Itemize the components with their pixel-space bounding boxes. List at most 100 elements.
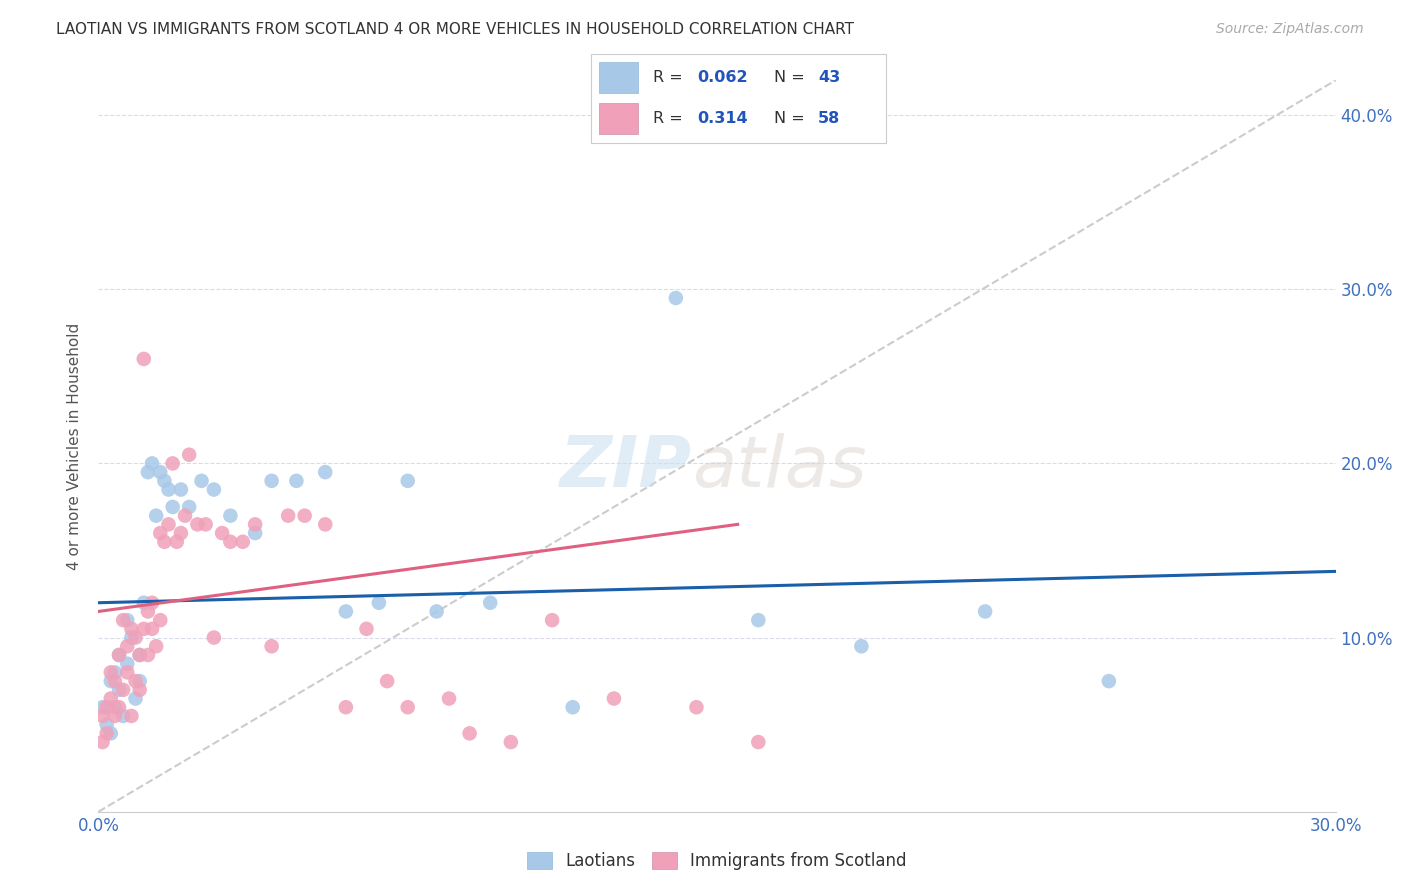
Point: [153, 534, 176, 549]
Point: [458, 726, 481, 740]
Point: [120, 709, 142, 723]
Point: [1098, 674, 1121, 689]
Point: [108, 648, 131, 662]
Point: [437, 691, 460, 706]
Point: [426, 604, 449, 618]
Point: [314, 465, 336, 479]
Point: [179, 500, 201, 514]
Point: [104, 674, 127, 689]
Point: [314, 517, 336, 532]
Point: [747, 735, 769, 749]
Point: [396, 700, 419, 714]
Point: [179, 448, 201, 462]
Text: 58: 58: [818, 112, 841, 126]
Point: [120, 622, 142, 636]
Point: [136, 648, 159, 662]
Legend: Laotians, Immigrants from Scotland: Laotians, Immigrants from Scotland: [520, 845, 914, 877]
Text: atlas: atlas: [692, 434, 868, 502]
Point: [91, 700, 114, 714]
Point: [112, 709, 135, 723]
Point: [170, 526, 193, 541]
Point: [166, 534, 188, 549]
Point: [243, 517, 266, 532]
Y-axis label: 4 or more Vehicles in Household: 4 or more Vehicles in Household: [67, 322, 83, 570]
Text: 0.062: 0.062: [697, 70, 748, 85]
Point: [128, 674, 150, 689]
Point: [219, 534, 242, 549]
Text: LAOTIAN VS IMMIGRANTS FROM SCOTLAND 4 OR MORE VEHICLES IN HOUSEHOLD CORRELATION : LAOTIAN VS IMMIGRANTS FROM SCOTLAND 4 OR…: [56, 22, 855, 37]
FancyBboxPatch shape: [591, 54, 886, 143]
Point: [499, 735, 522, 749]
Point: [149, 526, 172, 541]
Point: [117, 640, 139, 654]
Point: [117, 657, 139, 671]
Point: [285, 474, 308, 488]
Point: [124, 691, 146, 706]
Point: [202, 483, 225, 497]
Point: [124, 674, 146, 689]
Point: [974, 604, 997, 618]
Point: [108, 648, 131, 662]
Point: [260, 474, 283, 488]
Point: [232, 534, 254, 549]
Point: [104, 700, 127, 714]
Point: [153, 474, 176, 488]
Point: [162, 500, 184, 514]
Text: ZIP: ZIP: [560, 434, 692, 502]
Text: Source: ZipAtlas.com: Source: ZipAtlas.com: [1216, 22, 1364, 37]
Point: [243, 526, 266, 541]
Point: [561, 700, 583, 714]
Point: [260, 640, 283, 654]
Point: [141, 596, 163, 610]
Point: [396, 474, 419, 488]
Point: [186, 517, 208, 532]
Text: 0.314: 0.314: [697, 112, 748, 126]
Point: [356, 622, 378, 636]
Point: [100, 665, 122, 680]
Point: [851, 640, 873, 654]
Point: [157, 483, 180, 497]
Text: R =: R =: [652, 112, 682, 126]
Point: [141, 457, 163, 471]
Point: [91, 735, 114, 749]
FancyBboxPatch shape: [599, 62, 638, 93]
Point: [149, 465, 172, 479]
Point: [145, 508, 167, 523]
Point: [108, 682, 131, 697]
Text: R =: R =: [652, 70, 682, 85]
Point: [120, 631, 142, 645]
Point: [162, 457, 184, 471]
Point: [100, 691, 122, 706]
Point: [145, 640, 167, 654]
Point: [136, 465, 159, 479]
Point: [665, 291, 688, 305]
Point: [194, 517, 217, 532]
Point: [202, 631, 225, 645]
Point: [170, 483, 193, 497]
Point: [367, 596, 389, 610]
Point: [104, 665, 127, 680]
Point: [96, 726, 118, 740]
Point: [104, 709, 127, 723]
Point: [277, 508, 299, 523]
Point: [96, 700, 118, 714]
Text: N =: N =: [773, 112, 804, 126]
Point: [149, 613, 172, 627]
Point: [128, 682, 150, 697]
Point: [294, 508, 316, 523]
Point: [100, 726, 122, 740]
Point: [91, 709, 114, 723]
Point: [100, 674, 122, 689]
Point: [117, 665, 139, 680]
Point: [375, 674, 398, 689]
Point: [541, 613, 564, 627]
Point: [335, 700, 357, 714]
Point: [603, 691, 626, 706]
Point: [112, 682, 135, 697]
Point: [219, 508, 242, 523]
Point: [128, 648, 150, 662]
Point: [685, 700, 707, 714]
Text: N =: N =: [773, 70, 804, 85]
Point: [136, 604, 159, 618]
Point: [108, 700, 131, 714]
